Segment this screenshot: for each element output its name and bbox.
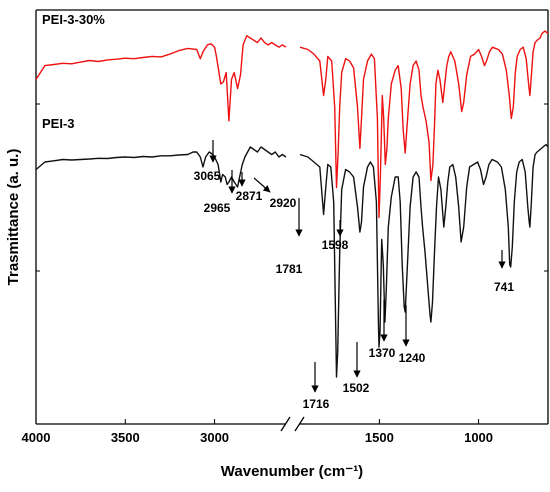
series-line-pei-3-30-part2 — [299, 30, 549, 219]
y-axis-title: Trasmittance (a. u.) — [5, 149, 22, 286]
annotation-label: 1598 — [322, 238, 349, 252]
annotation-label: 1716 — [303, 397, 330, 411]
annotation-arrow — [253, 177, 271, 193]
x-tick-label: 1000 — [464, 430, 493, 445]
annotation-label: 2871 — [236, 189, 263, 203]
annotation-label: 2920 — [270, 196, 297, 210]
x-tick-label: 1500 — [365, 430, 394, 445]
plot-frame — [35, 9, 549, 432]
annotation-label: 741 — [494, 280, 514, 294]
series-line-pei-3-part1 — [35, 146, 287, 188]
annotation-label: 2965 — [204, 201, 231, 215]
x-tick-label: 3000 — [200, 430, 229, 445]
x-tick-label: 4000 — [22, 430, 51, 445]
annotation-label: 1781 — [276, 262, 303, 276]
annotation-label: 1240 — [399, 351, 426, 365]
series-label-pei-3: PEI-3 — [42, 116, 75, 131]
annotation-label: 1370 — [369, 346, 396, 360]
x-tick-label: 3500 — [111, 430, 140, 445]
series-line-pei-3-part2 — [299, 143, 549, 378]
annotations-layer: 3065 2965 2871 2920 1781 1598 1716 1502 1370 1240… — [194, 140, 514, 411]
annotation-label: 3065 — [194, 169, 221, 183]
series-line-pei-3-30-part1 — [35, 35, 287, 122]
x-axis-title: Wavenumber (cm⁻¹) — [221, 463, 363, 480]
axis-break-marker — [280, 416, 305, 432]
x-ticks: 4000 3500 3000 1500 1000 — [22, 419, 493, 445]
annotation-label: 1502 — [343, 381, 370, 395]
series-label-pei-3-30: PEI-3-30% — [42, 12, 105, 27]
series-layer — [35, 30, 549, 378]
